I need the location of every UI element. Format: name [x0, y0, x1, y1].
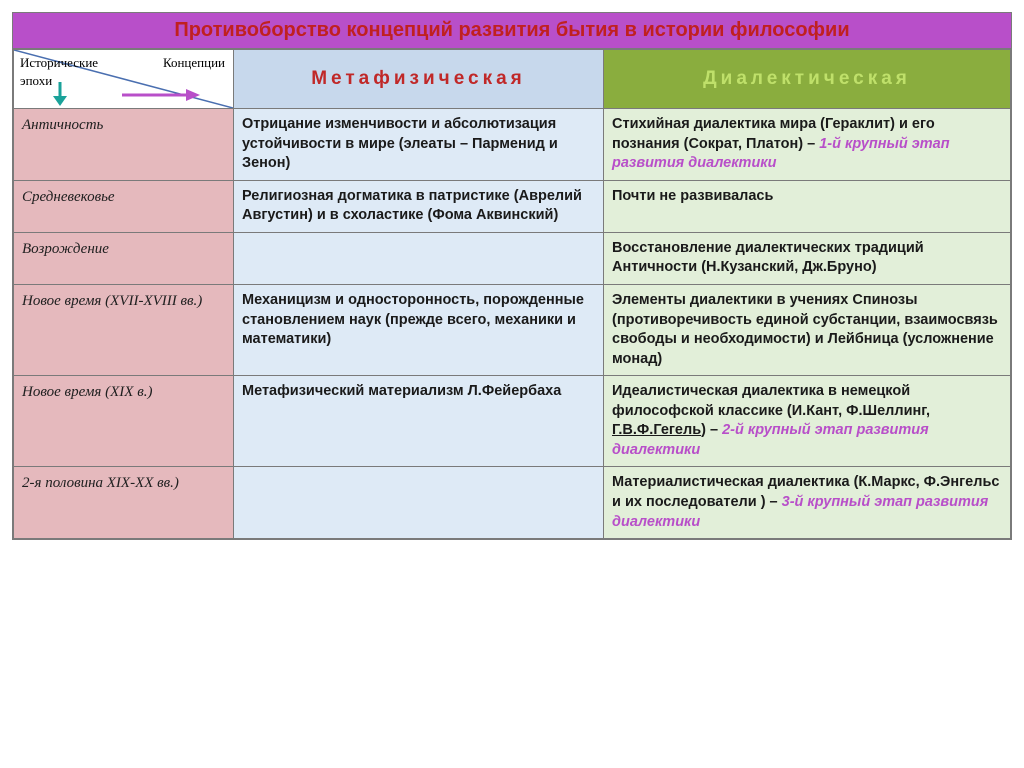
era-cell: Античность: [14, 109, 234, 181]
era-cell: 2-я половина XIX-XX вв.): [14, 467, 234, 539]
meta-cell: [234, 232, 604, 284]
table-row: Античность Отрицание изменчивости и абсо…: [14, 109, 1011, 181]
dial-cell: Восстановление диалектических традиций А…: [604, 232, 1011, 284]
era-cell: Новое время (XVII-XVIII вв.): [14, 284, 234, 375]
dial-text: Почти не развивалась: [612, 188, 773, 204]
page-title: Противоборство концепций развития бытия …: [13, 13, 1011, 49]
dial-text-underline: Г.В.Ф.Гегель: [612, 422, 701, 438]
header-metaphysical: Метафизическая: [234, 50, 604, 109]
dial-text: Элементы диалектики в учениях Спинозы (п…: [612, 292, 998, 367]
arrow-right-icon: [122, 88, 202, 102]
dial-cell: Элементы диалектики в учениях Спинозы (п…: [604, 284, 1011, 375]
meta-cell: [234, 467, 604, 539]
meta-cell: Религиозная догматика в патристике (Авре…: [234, 180, 604, 232]
table-frame: Противоборство концепций развития бытия …: [12, 12, 1012, 540]
dial-cell: Стихийная диалектика мира (Гераклит) и е…: [604, 109, 1011, 181]
table-row: 2-я половина XIX-XX вв.) Материалистичес…: [14, 467, 1011, 539]
dial-text: Восстановление диалектических традиций А…: [612, 240, 924, 276]
era-cell: Средневековье: [14, 180, 234, 232]
era-cell: Новое время (XIX в.): [14, 376, 234, 467]
table-row: Средневековье Религиозная догматика в па…: [14, 180, 1011, 232]
dial-cell: Материалистическая диалектика (К.Маркс, …: [604, 467, 1011, 539]
meta-cell: Метафизический материализм Л.Фейербаха: [234, 376, 604, 467]
table-row: Новое время (XIX в.) Метафизический мате…: [14, 376, 1011, 467]
dial-text-post: ) –: [701, 422, 722, 438]
corner-cell: Исторические эпохи Концепции: [14, 50, 234, 109]
dial-text-pre: Идеалистическая диалектика в немецкой фи…: [612, 383, 930, 419]
dial-cell: Идеалистическая диалектика в немецкой фи…: [604, 376, 1011, 467]
concepts-table: Исторические эпохи Концепции Метафизичес…: [13, 49, 1011, 539]
corner-right-label: Концепции: [163, 54, 225, 72]
era-cell: Возрождение: [14, 232, 234, 284]
corner-left-label: Исторические эпохи: [20, 54, 130, 89]
table-row: Возрождение Восстановление диалектически…: [14, 232, 1011, 284]
header-dialectical: Диалектическая: [604, 50, 1011, 109]
arrow-down-icon: [50, 82, 74, 106]
meta-cell: Механицизм и односторонность, порожденны…: [234, 284, 604, 375]
meta-cell: Отрицание изменчивости и абсолютизация у…: [234, 109, 604, 181]
header-row: Исторические эпохи Концепции Метафизичес…: [14, 50, 1011, 109]
table-row: Новое время (XVII-XVIII вв.) Механицизм …: [14, 284, 1011, 375]
dial-cell: Почти не развивалась: [604, 180, 1011, 232]
